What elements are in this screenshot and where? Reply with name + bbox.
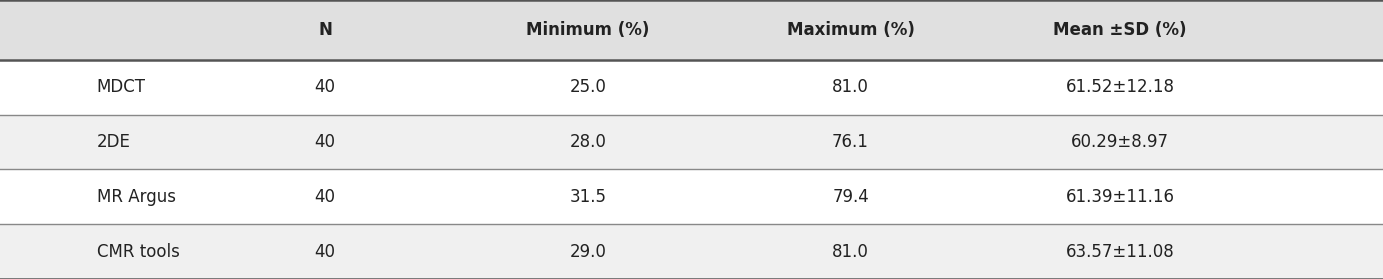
Text: N: N [318, 21, 332, 39]
Text: 29.0: 29.0 [570, 243, 606, 261]
Bar [0, 0, 1383, 60]
Bar [0, 60, 1383, 115]
Text: Minimum (%): Minimum (%) [526, 21, 650, 39]
Text: 76.1: 76.1 [833, 133, 869, 151]
Text: 25.0: 25.0 [570, 78, 606, 96]
Text: 81.0: 81.0 [833, 78, 869, 96]
Bar [0, 169, 1383, 224]
Text: 61.39±11.16: 61.39±11.16 [1066, 188, 1174, 206]
Text: CMR tools: CMR tools [97, 243, 180, 261]
Text: Mean ±SD (%): Mean ±SD (%) [1054, 21, 1187, 39]
Text: Maximum (%): Maximum (%) [787, 21, 914, 39]
Bar [0, 115, 1383, 169]
Text: 63.57±11.08: 63.57±11.08 [1066, 243, 1174, 261]
Text: 79.4: 79.4 [833, 188, 869, 206]
Text: 40: 40 [314, 133, 336, 151]
Text: 81.0: 81.0 [833, 243, 869, 261]
Text: 61.52±12.18: 61.52±12.18 [1066, 78, 1174, 96]
Text: 2DE: 2DE [97, 133, 130, 151]
Text: MDCT: MDCT [97, 78, 145, 96]
Text: MR Argus: MR Argus [97, 188, 176, 206]
Text: 28.0: 28.0 [570, 133, 606, 151]
Bar [0, 224, 1383, 279]
Text: 40: 40 [314, 243, 336, 261]
Text: 40: 40 [314, 188, 336, 206]
Text: 40: 40 [314, 78, 336, 96]
Text: 31.5: 31.5 [570, 188, 606, 206]
Text: 60.29±8.97: 60.29±8.97 [1072, 133, 1169, 151]
